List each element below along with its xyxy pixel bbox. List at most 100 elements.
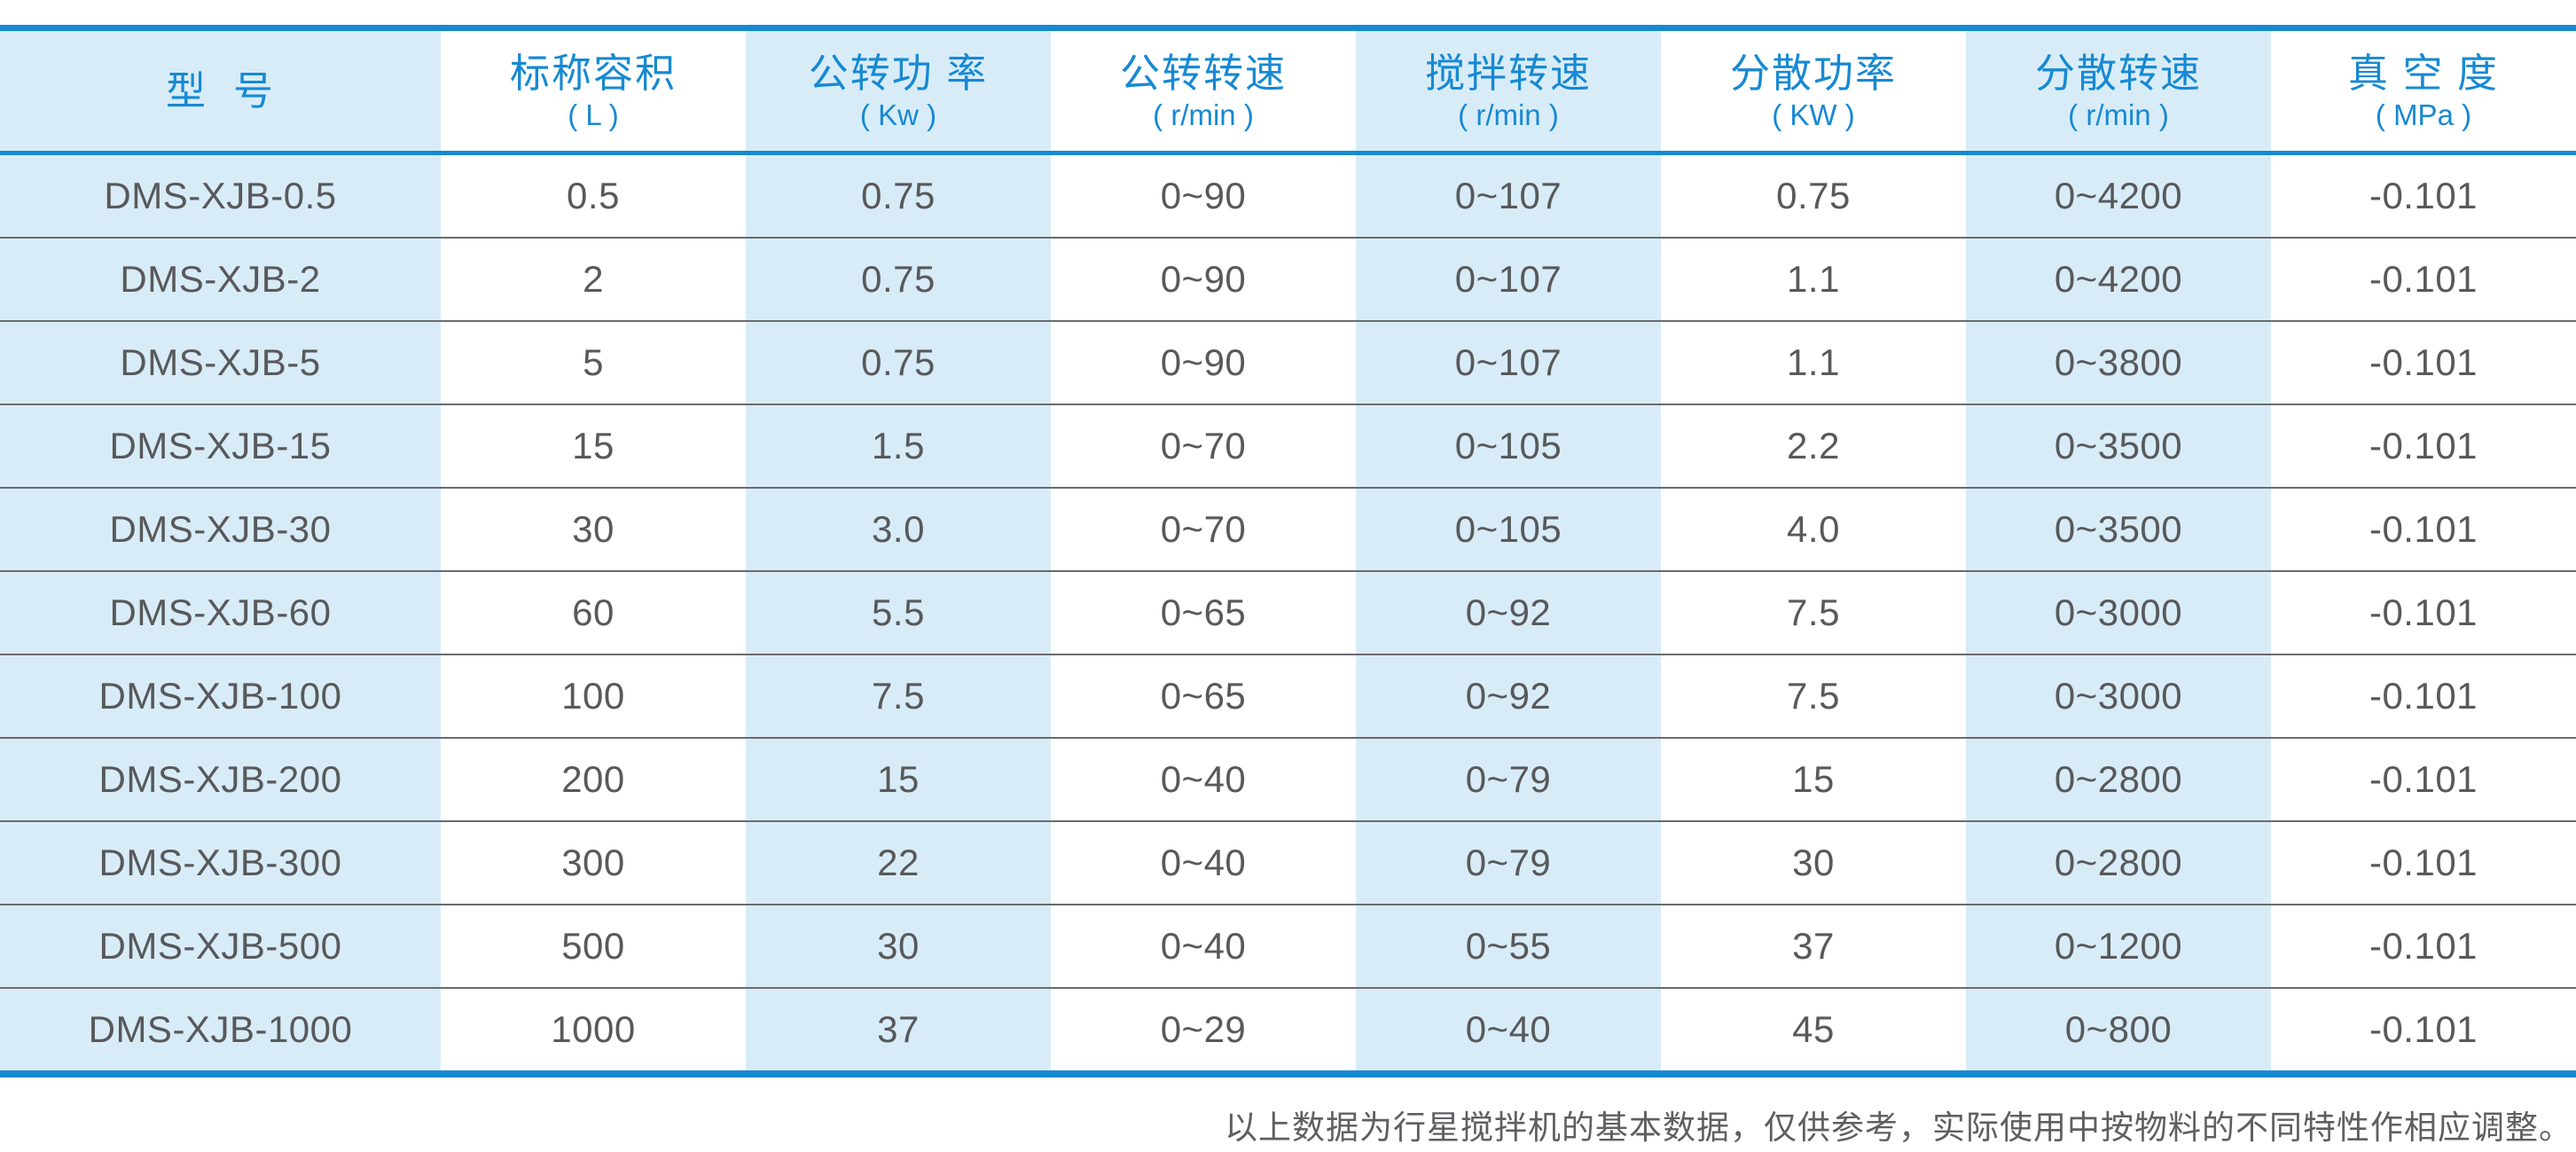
- column-header: 真 空 度( MPa ): [2271, 31, 2576, 151]
- value-cell: 37: [1661, 905, 1966, 987]
- value-cell: 45: [1661, 989, 1966, 1070]
- value-cell: 1.1: [1661, 322, 1966, 404]
- value-cell: 0~105: [1356, 405, 1661, 487]
- column-header: 分散功率( KW ): [1661, 31, 1966, 151]
- table-row: DMS-XJB-15 15 1.5 0~70 0~105 2.2 0~3500 -0.101: [0, 404, 2576, 487]
- table-row: DMS-XJB-200 200 15 0~40 0~79 15 0~2800 -0.101: [0, 737, 2576, 820]
- value-cell: 0~29: [1051, 989, 1356, 1070]
- model-cell: DMS-XJB-60: [0, 572, 441, 654]
- column-header-label: 标称容积: [509, 50, 677, 96]
- column-header-unit: ( MPa ): [2375, 98, 2472, 131]
- value-cell: 30: [746, 905, 1051, 987]
- value-cell: 0~92: [1356, 572, 1661, 654]
- column-header-unit: ( r/min ): [2068, 98, 2169, 131]
- value-cell: 2: [441, 239, 746, 320]
- value-cell: 0~3800: [1966, 322, 2271, 404]
- value-cell: 0~79: [1356, 822, 1661, 904]
- value-cell: 37: [746, 989, 1051, 1070]
- value-cell: 0~40: [1051, 822, 1356, 904]
- value-cell: 0~1200: [1966, 905, 2271, 987]
- table-body: DMS-XJB-0.5 0.5 0.75 0~90 0~107 0.75 0~4200 -0.…: [0, 155, 2576, 1070]
- column-header-label: 真 空 度: [2347, 50, 2499, 96]
- value-cell: 7.5: [746, 655, 1051, 737]
- value-cell: 0~40: [1051, 905, 1356, 987]
- value-cell: -0.101: [2271, 405, 2576, 487]
- value-cell: 200: [441, 739, 746, 820]
- value-cell: 15: [746, 739, 1051, 820]
- value-cell: 0.75: [746, 155, 1051, 237]
- column-header-unit: ( L ): [568, 98, 619, 131]
- column-header-unit: ( Kw ): [859, 98, 937, 131]
- value-cell: 0~65: [1051, 655, 1356, 737]
- model-cell: DMS-XJB-0.5: [0, 155, 441, 237]
- value-cell: 0.75: [746, 239, 1051, 320]
- column-header-label: 公转转速: [1119, 50, 1287, 96]
- value-cell: 0~40: [1356, 989, 1661, 1070]
- model-cell: DMS-XJB-15: [0, 405, 441, 487]
- value-cell: 0~90: [1051, 239, 1356, 320]
- value-cell: 4.0: [1661, 489, 1966, 570]
- value-cell: 0~3000: [1966, 572, 2271, 654]
- model-cell: DMS-XJB-500: [0, 905, 441, 987]
- value-cell: 2.2: [1661, 405, 1966, 487]
- column-header: 标称容积( L ): [441, 31, 746, 151]
- value-cell: -0.101: [2271, 572, 2576, 654]
- value-cell: 7.5: [1661, 572, 1966, 654]
- column-header: 分散转速( r/min ): [1966, 31, 2271, 151]
- value-cell: 22: [746, 822, 1051, 904]
- model-cell: DMS-XJB-1000: [0, 989, 441, 1070]
- value-cell: 0~3500: [1966, 489, 2271, 570]
- table-row: DMS-XJB-0.5 0.5 0.75 0~90 0~107 0.75 0~4200 -0.…: [0, 155, 2576, 237]
- value-cell: 0~800: [1966, 989, 2271, 1070]
- value-cell: -0.101: [2271, 905, 2576, 987]
- column-header-label: 公转功 率: [808, 50, 989, 96]
- model-cell: DMS-XJB-300: [0, 822, 441, 904]
- value-cell: -0.101: [2271, 655, 2576, 737]
- spec-table: 型 号标称容积( L ) 公转功 率( Kw ) 公转转速( r/min ) 搅拌转速…: [0, 25, 2576, 1078]
- table-row: DMS-XJB-500 500 30 0~40 0~55 37 0~1200 -0.101: [0, 904, 2576, 987]
- value-cell: 0~79: [1356, 739, 1661, 820]
- value-cell: 30: [1661, 822, 1966, 904]
- value-cell: 15: [1661, 739, 1966, 820]
- value-cell: -0.101: [2271, 239, 2576, 320]
- column-header: 搅拌转速( r/min ): [1356, 31, 1661, 151]
- value-cell: 0~107: [1356, 155, 1661, 237]
- value-cell: 0~4200: [1966, 239, 2271, 320]
- value-cell: -0.101: [2271, 322, 2576, 404]
- value-cell: 5: [441, 322, 746, 404]
- value-cell: 0.5: [441, 155, 746, 237]
- value-cell: 60: [441, 572, 746, 654]
- value-cell: 0~55: [1356, 905, 1661, 987]
- value-cell: 1.1: [1661, 239, 1966, 320]
- value-cell: 3.0: [746, 489, 1051, 570]
- value-cell: -0.101: [2271, 989, 2576, 1070]
- value-cell: 0~40: [1051, 739, 1356, 820]
- value-cell: 0~2800: [1966, 822, 2271, 904]
- table-row: DMS-XJB-30 30 3.0 0~70 0~105 4.0 0~3500 -0.101: [0, 487, 2576, 570]
- table-row: DMS-XJB-5 5 0.75 0~90 0~107 1.1 0~3800 -0.101: [0, 320, 2576, 404]
- value-cell: 0~90: [1051, 155, 1356, 237]
- value-cell: 0.75: [746, 322, 1051, 404]
- value-cell: 5.5: [746, 572, 1051, 654]
- table-header-row: 型 号标称容积( L ) 公转功 率( Kw ) 公转转速( r/min ) 搅拌转速…: [0, 31, 2576, 155]
- value-cell: 30: [441, 489, 746, 570]
- column-header-unit: ( r/min ): [1153, 98, 1254, 131]
- column-header-label: 型 号: [165, 68, 275, 114]
- table-row: DMS-XJB-1000 1000 37 0~29 0~40 45 0~800 -0.101: [0, 987, 2576, 1070]
- value-cell: 500: [441, 905, 746, 987]
- value-cell: 0~107: [1356, 239, 1661, 320]
- table-row: DMS-XJB-60 60 5.5 0~65 0~92 7.5 0~3000 -0.101: [0, 570, 2576, 654]
- value-cell: -0.101: [2271, 822, 2576, 904]
- value-cell: 0~4200: [1966, 155, 2271, 237]
- value-cell: 0~107: [1356, 322, 1661, 404]
- column-header-label: 搅拌转速: [1424, 50, 1592, 96]
- value-cell: -0.101: [2271, 489, 2576, 570]
- value-cell: 100: [441, 655, 746, 737]
- table-row: DMS-XJB-300 300 22 0~40 0~79 30 0~2800 -0.101: [0, 820, 2576, 904]
- value-cell: 1000: [441, 989, 746, 1070]
- table-row: DMS-XJB-100 100 7.5 0~65 0~92 7.5 0~3000 -0.101: [0, 654, 2576, 737]
- footnote: 以上数据为行星搅拌机的基本数据，仅供参考，实际使用中按物料的不同特性作相应调整。: [1225, 1110, 2572, 1147]
- table-row: DMS-XJB-2 2 0.75 0~90 0~107 1.1 0~4200 -0.101: [0, 237, 2576, 320]
- value-cell: -0.101: [2271, 155, 2576, 237]
